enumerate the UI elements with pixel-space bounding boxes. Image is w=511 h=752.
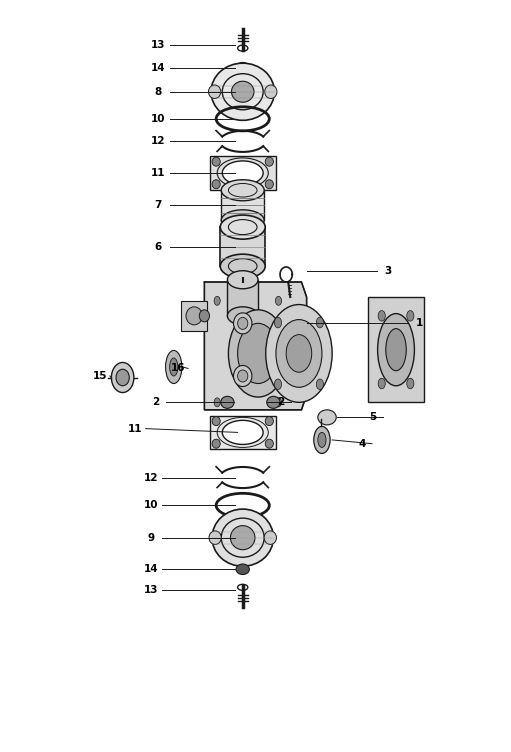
Text: 14: 14 [151, 62, 166, 73]
Polygon shape [210, 416, 276, 449]
Ellipse shape [221, 180, 264, 201]
Ellipse shape [265, 417, 273, 426]
Text: 6: 6 [155, 241, 162, 252]
Ellipse shape [267, 396, 280, 408]
Ellipse shape [265, 439, 273, 448]
Ellipse shape [378, 314, 414, 386]
Ellipse shape [230, 526, 255, 550]
Ellipse shape [264, 531, 276, 544]
Text: 4: 4 [358, 438, 365, 449]
Ellipse shape [214, 398, 220, 407]
Text: 15: 15 [92, 371, 107, 381]
Text: 14: 14 [144, 564, 158, 575]
Ellipse shape [266, 305, 332, 402]
Ellipse shape [286, 335, 312, 372]
Ellipse shape [234, 365, 252, 387]
Ellipse shape [220, 215, 265, 239]
Ellipse shape [222, 161, 263, 185]
Ellipse shape [212, 417, 220, 426]
Bar [220, 227, 265, 266]
Ellipse shape [274, 379, 282, 390]
Ellipse shape [378, 378, 385, 389]
Text: 3: 3 [385, 265, 392, 276]
Text: 10: 10 [144, 500, 158, 511]
Ellipse shape [170, 358, 178, 376]
Ellipse shape [208, 85, 221, 99]
Text: 11: 11 [128, 423, 143, 434]
Ellipse shape [236, 62, 249, 73]
Ellipse shape [221, 396, 234, 408]
Ellipse shape [227, 307, 258, 325]
Ellipse shape [222, 420, 263, 444]
Ellipse shape [265, 180, 273, 189]
Text: 12: 12 [151, 136, 166, 147]
Text: 8: 8 [155, 86, 162, 97]
Text: 9: 9 [147, 532, 154, 543]
Bar [221, 190, 264, 220]
Bar [368, 297, 424, 402]
Text: 7: 7 [155, 200, 162, 211]
Text: 13: 13 [144, 585, 158, 596]
Polygon shape [210, 156, 276, 190]
Ellipse shape [378, 311, 385, 321]
Ellipse shape [236, 564, 249, 575]
Ellipse shape [276, 320, 322, 387]
Bar [181, 301, 207, 331]
Ellipse shape [212, 439, 220, 448]
Ellipse shape [214, 296, 220, 305]
Ellipse shape [116, 369, 129, 386]
Ellipse shape [318, 432, 326, 447]
Text: 11: 11 [151, 168, 166, 178]
Ellipse shape [199, 310, 210, 322]
Ellipse shape [316, 317, 323, 328]
Ellipse shape [238, 370, 248, 382]
Ellipse shape [386, 329, 406, 371]
Ellipse shape [407, 378, 414, 389]
Ellipse shape [265, 85, 277, 99]
Bar [227, 280, 258, 316]
Ellipse shape [318, 410, 336, 425]
Text: 2: 2 [152, 397, 159, 408]
Ellipse shape [221, 210, 264, 231]
Polygon shape [204, 282, 307, 410]
Text: 2: 2 [277, 397, 285, 408]
Ellipse shape [274, 317, 282, 328]
Ellipse shape [228, 310, 288, 397]
Text: 1: 1 [415, 318, 423, 329]
Ellipse shape [238, 317, 248, 329]
Ellipse shape [238, 323, 278, 384]
Ellipse shape [211, 63, 274, 120]
Ellipse shape [407, 311, 414, 321]
Ellipse shape [275, 296, 282, 305]
Text: 10: 10 [151, 114, 166, 124]
Text: 12: 12 [144, 472, 158, 483]
Ellipse shape [316, 379, 323, 390]
Text: 5: 5 [369, 412, 377, 423]
Ellipse shape [275, 398, 282, 407]
Ellipse shape [220, 254, 265, 278]
Ellipse shape [227, 271, 258, 289]
Ellipse shape [265, 157, 273, 166]
Ellipse shape [111, 362, 134, 393]
Ellipse shape [186, 307, 202, 325]
Ellipse shape [231, 81, 254, 102]
Ellipse shape [234, 313, 252, 334]
Ellipse shape [212, 157, 220, 166]
Ellipse shape [209, 531, 221, 544]
Text: 13: 13 [151, 40, 166, 50]
Ellipse shape [212, 509, 273, 566]
Text: 16: 16 [171, 363, 185, 374]
Ellipse shape [166, 350, 182, 384]
Ellipse shape [212, 180, 220, 189]
Ellipse shape [314, 426, 330, 453]
